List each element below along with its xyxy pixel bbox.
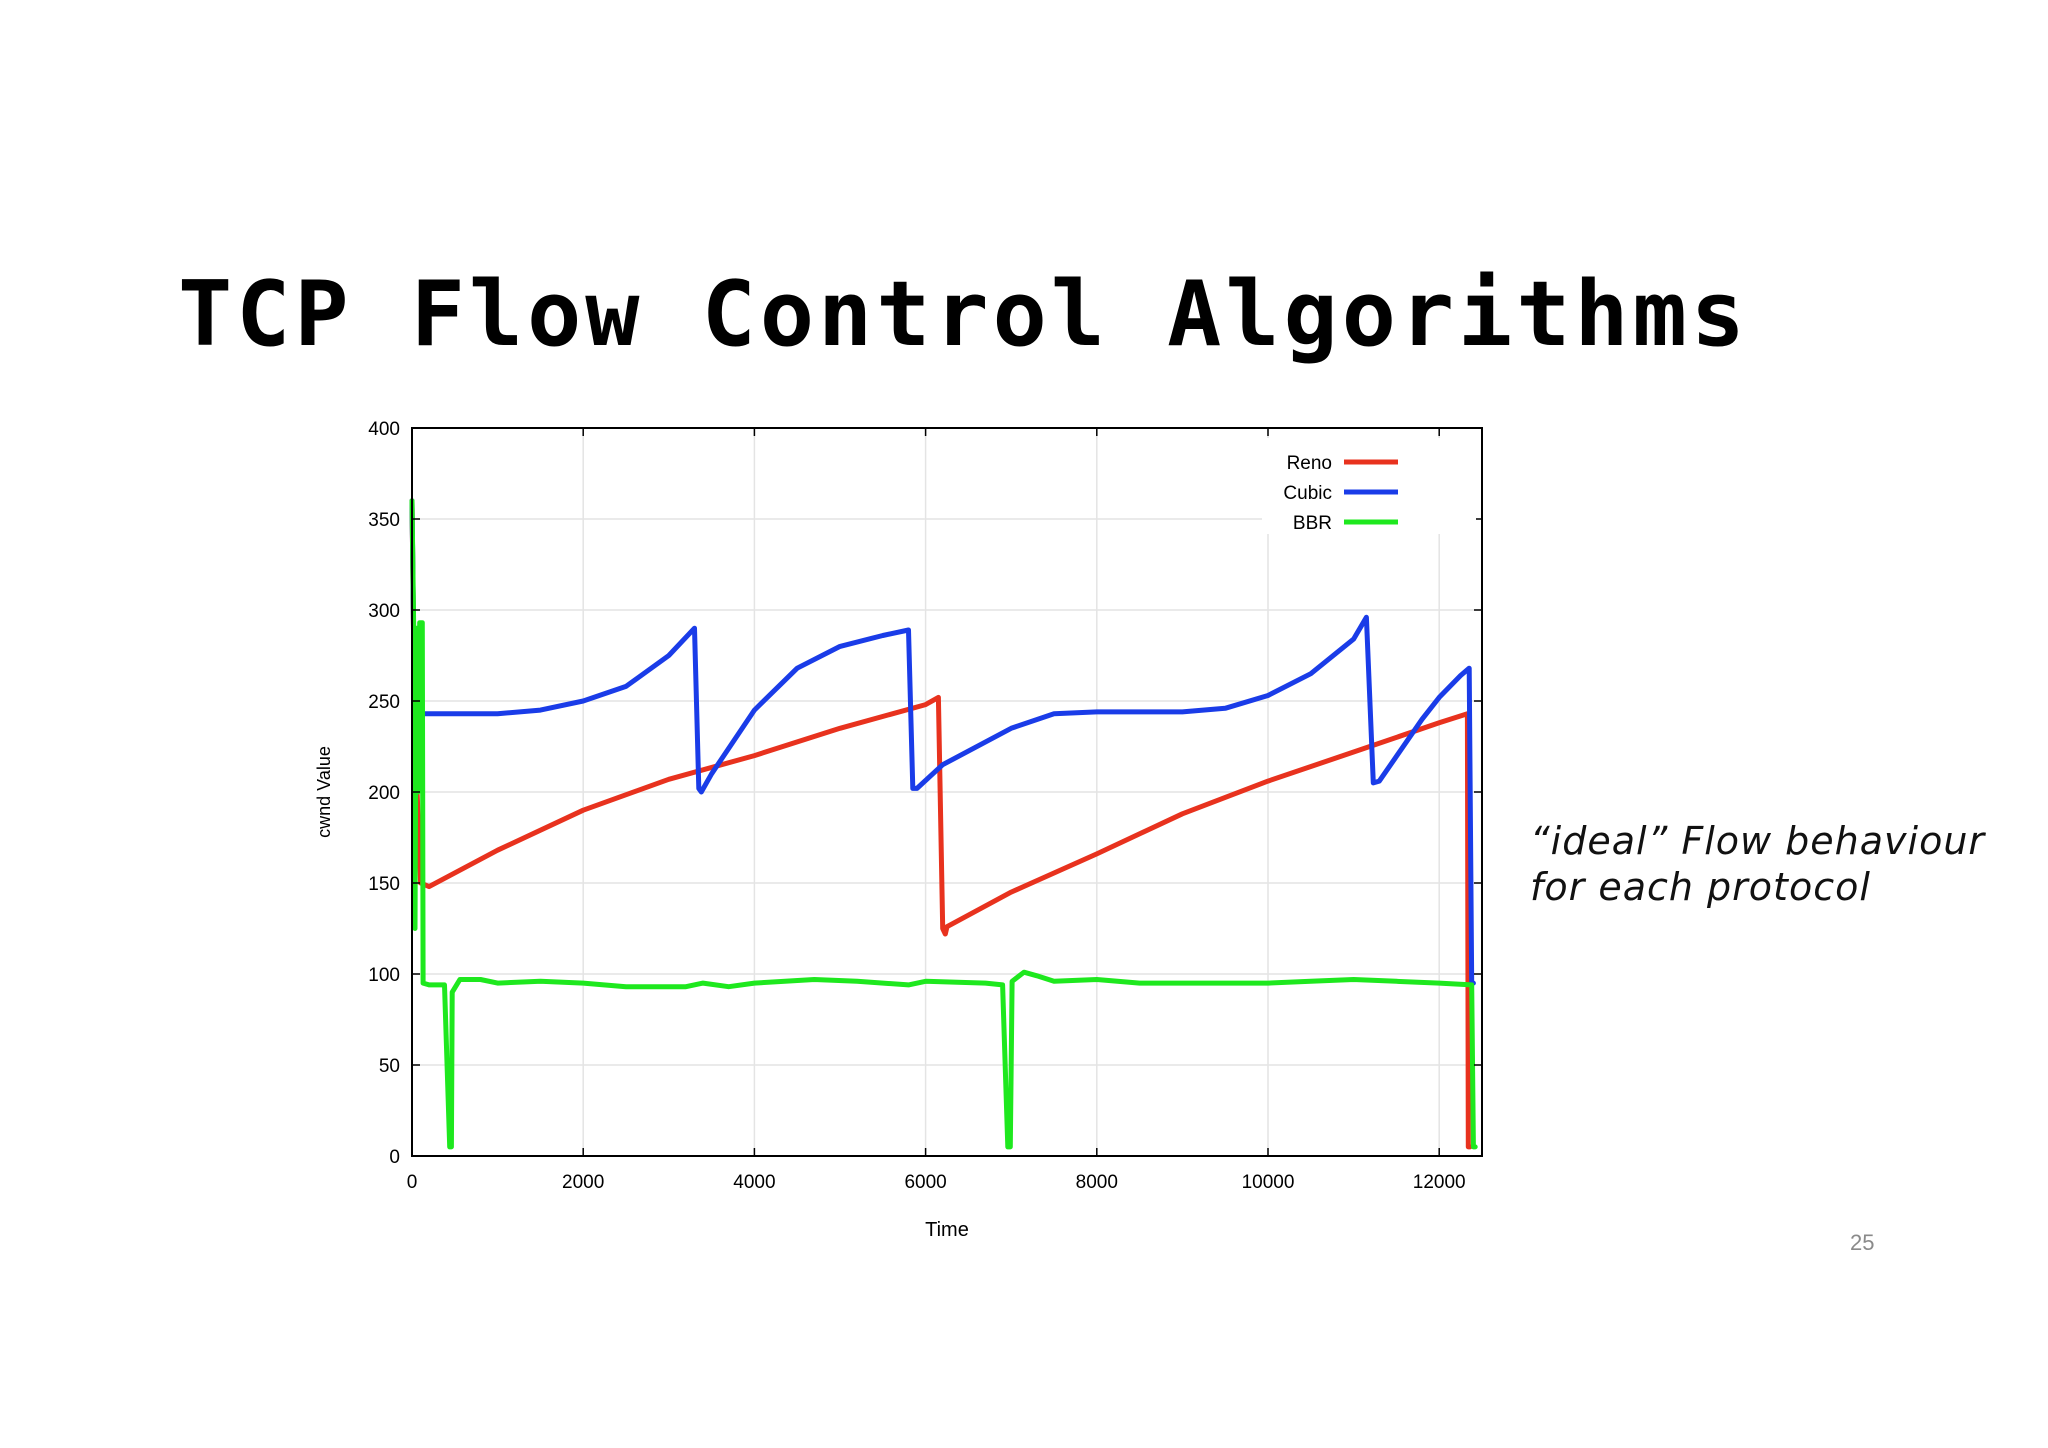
legend-label: Cubic <box>1283 483 1332 504</box>
annotation-line-1: “ideal” Flow behaviour <box>1530 819 1986 863</box>
y-tick-label: 150 <box>368 874 400 895</box>
series-lines <box>409 498 1478 1150</box>
legend: Reno Cubic BBR <box>1262 438 1476 534</box>
x-tick-label: 12000 <box>1413 1172 1466 1193</box>
cwnd-line-chart: 0 2000 4000 6000 8000 10000 12000 0 50 100 150 200 2… <box>314 419 1483 1241</box>
y-tick-label: 100 <box>368 965 400 986</box>
slide-title: TCP Flow Control Algorithms <box>178 262 1749 367</box>
y-tick-label: 300 <box>368 601 400 622</box>
axis-ticks: 0 2000 4000 6000 8000 10000 12000 0 50 100 150 200 2… <box>368 419 1482 1193</box>
series-line-bbr <box>409 498 1478 1150</box>
x-tick-label: 10000 <box>1242 1172 1295 1193</box>
y-tick-label: 0 <box>389 1147 400 1168</box>
y-axis-label: cwnd Value <box>314 746 334 838</box>
y-tick-label: 250 <box>368 692 400 713</box>
page-number: 25 <box>1850 1230 1875 1255</box>
legend-background <box>1262 438 1476 534</box>
x-tick-label: 6000 <box>904 1172 946 1193</box>
legend-label: BBR <box>1293 513 1332 534</box>
y-tick-label: 400 <box>368 419 400 440</box>
series-line-reno <box>409 498 1473 1150</box>
y-tick-label: 50 <box>379 1056 400 1077</box>
y-tick-label: 350 <box>368 510 400 531</box>
y-tick-label: 200 <box>368 783 400 804</box>
x-tick-label: 4000 <box>733 1172 775 1193</box>
series-line-cubic <box>409 498 1476 986</box>
x-tick-label: 0 <box>407 1172 418 1193</box>
grid-lines <box>411 427 1482 1157</box>
x-tick-label: 8000 <box>1076 1172 1118 1193</box>
handwritten-annotation: “ideal” Flow behaviour for each protocol <box>1530 818 1985 910</box>
x-axis-label: Time <box>925 1219 969 1241</box>
legend-label: Reno <box>1287 453 1332 474</box>
annotation-line-2: for each protocol <box>1530 865 1871 909</box>
x-tick-label: 2000 <box>562 1172 604 1193</box>
